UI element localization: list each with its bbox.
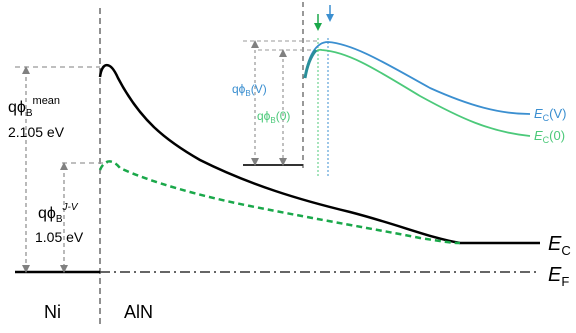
inset-ec-overlap bbox=[303, 49, 318, 79]
ef-label: EF bbox=[548, 264, 569, 289]
semiconductor-label: AlN bbox=[124, 302, 153, 322]
conduction-band-jv bbox=[98, 160, 461, 245]
ec-label: EC bbox=[548, 233, 571, 258]
jv-barrier-label: qϕBJ-V bbox=[38, 202, 79, 225]
mean-barrier-label: qϕBmean bbox=[8, 95, 60, 119]
mean-barrier-value: 2.105 eV bbox=[8, 124, 65, 140]
inset-barrier-v-label: qϕB(V) bbox=[232, 82, 267, 98]
inset-ec-v-curve bbox=[304, 41, 531, 115]
inset-ec-0-label: EC(0) bbox=[534, 128, 565, 145]
metal-label: Ni bbox=[44, 302, 61, 322]
jv-barrier-value: 1.05 eV bbox=[35, 229, 84, 245]
inset-diagram: qϕB(V) qϕB(0) EC(V) EC(0) bbox=[232, 2, 567, 176]
inset-ec-v-label: EC(V) bbox=[534, 106, 567, 123]
inset-ec-0-curve bbox=[304, 48, 531, 137]
inset-barrier-0-label: qϕB(0) bbox=[257, 109, 290, 125]
conduction-band-mean bbox=[98, 63, 540, 245]
